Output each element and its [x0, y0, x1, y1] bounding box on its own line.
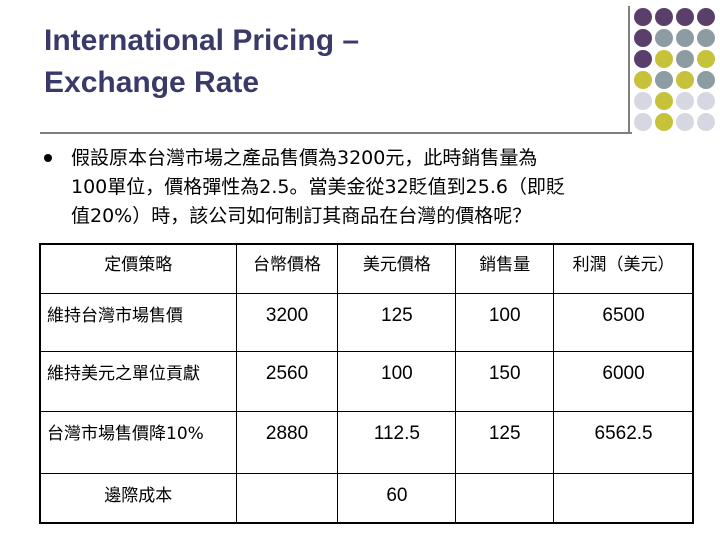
- title-line-1: International Pricing –: [44, 24, 360, 57]
- decorative-dot: [634, 29, 652, 47]
- bullet-item: 假設原本台灣市場之產品售價為3200元，此時銷售量為 100單位，價格彈性為2.…: [44, 144, 684, 231]
- decorative-dot: [697, 71, 715, 89]
- table-row: 台灣市場售價降10% 2880 112.5 125 6562.5: [40, 411, 694, 474]
- bullet-line-2: 100單位，價格彈性為2.5。當美金從32貶值到25.6（即貶: [71, 176, 565, 198]
- row-profit: 6000: [553, 351, 694, 412]
- decorative-dot: [655, 50, 673, 68]
- decorative-dot: [634, 113, 652, 131]
- decorative-dot: [634, 92, 652, 110]
- decorative-dot: [655, 92, 673, 110]
- decorative-dot: [697, 92, 715, 110]
- row-profit: 6500: [553, 293, 694, 352]
- header-twd-price: 台幣價格: [235, 244, 339, 294]
- decorative-dot: [634, 8, 652, 26]
- row-usd: 112.5: [337, 411, 457, 474]
- decorative-dot: [676, 29, 694, 47]
- decorative-dot: [655, 71, 673, 89]
- table-row: 維持台灣市場售價 3200 125 100 6500: [40, 293, 694, 352]
- decorative-dot: [655, 113, 673, 131]
- header-profit: 利潤（美元）: [553, 244, 694, 294]
- decorative-dot: [676, 71, 694, 89]
- pricing-table: 定價策略 台幣價格 美元價格 銷售量 利潤（美元） 維持台灣市場售價 3200 …: [40, 244, 694, 524]
- divider-horizontal: [40, 132, 632, 134]
- bullet-line-3: 值20%）時，該公司如何制訂其商品在台灣的價格呢？: [71, 205, 532, 227]
- decorative-dot: [676, 8, 694, 26]
- header-usd-price: 美元價格: [337, 244, 457, 294]
- decorative-dot: [655, 29, 673, 47]
- header-strategy: 定價策略: [40, 244, 237, 294]
- decorative-dot: [676, 113, 694, 131]
- decorative-dot-grid: [634, 8, 720, 131]
- row-usd: 125: [337, 293, 457, 352]
- divider-vertical: [628, 6, 630, 134]
- decorative-dot: [634, 71, 652, 89]
- decorative-dot: [697, 50, 715, 68]
- table-footer-row: 邊際成本 60: [40, 473, 694, 524]
- decorative-dot: [697, 8, 715, 26]
- row-twd: 2880: [235, 411, 339, 474]
- row-strategy: 台灣市場售價降10%: [40, 411, 237, 474]
- decorative-dot: [697, 29, 715, 47]
- row-strategy: 維持台灣市場售價: [40, 293, 237, 352]
- row-profit: 6562.5: [553, 411, 694, 474]
- bullet-line-1: 假設原本台灣市場之產品售價為3200元，此時銷售量為: [71, 147, 538, 169]
- table-row: 維持美元之單位貢獻 2560 100 150 6000: [40, 351, 694, 412]
- bullet-text: 假設原本台灣市場之產品售價為3200元，此時銷售量為 100單位，價格彈性為2.…: [71, 144, 565, 231]
- footer-label: 邊際成本: [40, 473, 237, 524]
- table-header-row: 定價策略 台幣價格 美元價格 銷售量 利潤（美元）: [40, 244, 694, 294]
- bullet-icon: [44, 154, 52, 162]
- header-sales-volume: 銷售量: [455, 244, 555, 294]
- decorative-dot: [676, 50, 694, 68]
- decorative-dot: [655, 8, 673, 26]
- row-qty: 150: [455, 351, 555, 412]
- decorative-dot: [697, 113, 715, 131]
- slide-title: International Pricing – Exchange Rate: [44, 20, 564, 104]
- title-line-2: Exchange Rate: [44, 66, 260, 99]
- row-qty: 100: [455, 293, 555, 352]
- row-usd: 100: [337, 351, 457, 412]
- row-twd: 2560: [235, 351, 339, 412]
- decorative-dot: [634, 50, 652, 68]
- footer-usd: 60: [337, 473, 457, 524]
- decorative-dot: [676, 92, 694, 110]
- row-qty: 125: [455, 411, 555, 474]
- row-strategy: 維持美元之單位貢獻: [40, 351, 237, 412]
- row-twd: 3200: [235, 293, 339, 352]
